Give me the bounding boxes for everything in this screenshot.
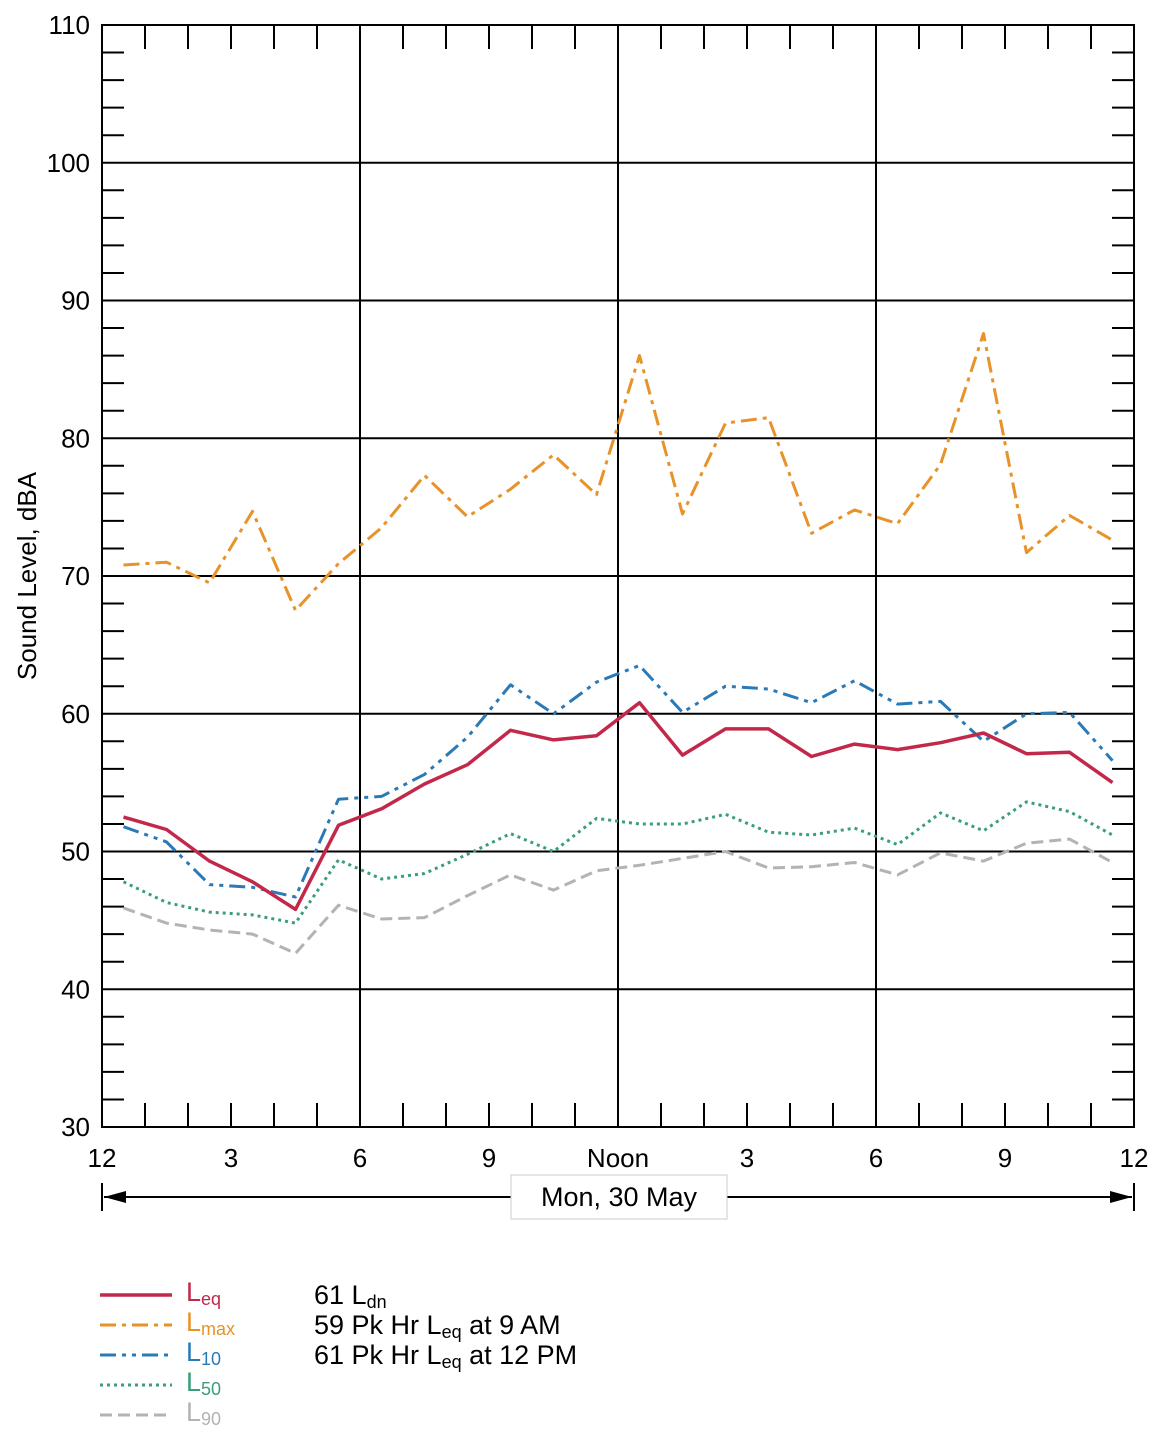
legend-label: L50: [186, 1368, 221, 1403]
x-tick-labels: 12 3 6 9 Noon 3 6 9 12: [88, 1143, 1149, 1173]
y-tick-label: 110: [49, 10, 90, 40]
date-range-label: Mon, 30 May: [541, 1182, 698, 1212]
y-tick-label: 70: [61, 561, 90, 591]
date-range-left-arrow: [104, 1191, 126, 1203]
y-tick-label: 30: [61, 1112, 90, 1142]
stat-peak-hour-12pm: 61 Pk Hr Leq at 12 PM: [314, 1340, 578, 1372]
y-tick-label: 80: [61, 423, 90, 453]
minor-ticks: [102, 25, 1134, 1127]
x-tick-label: 12: [88, 1143, 117, 1173]
legend-item-l50: L50: [100, 1368, 221, 1403]
y-tick-label: 40: [61, 974, 90, 1004]
legend-swatch: [100, 1293, 172, 1297]
series-line-leq: [123, 700, 1114, 912]
legend-label-base: L: [186, 1366, 202, 1397]
legend-label-sub: 50: [201, 1378, 222, 1399]
date-range-label-box: [510, 1174, 728, 1220]
legend-label-base: L: [186, 1396, 202, 1427]
legend-label: Leq: [186, 1278, 221, 1313]
legend-label: L10: [186, 1338, 221, 1373]
legend-label-base: L: [186, 1336, 202, 1367]
legend-item-l10: L10: [100, 1338, 221, 1373]
legend-label-base: L: [186, 1306, 202, 1337]
date-range-indicator: Mon, 30 May: [101, 1174, 1135, 1220]
legend-label-sub: 10: [201, 1348, 222, 1369]
series-line-l10: [123, 664, 1114, 899]
legend-label: L90: [186, 1398, 221, 1433]
y-tick-label: 100: [47, 148, 90, 178]
x-tick-label: 9: [482, 1143, 496, 1173]
x-tick-label: 6: [869, 1143, 883, 1173]
x-tick-label: 9: [998, 1143, 1012, 1173]
x-tick-label: 12: [1120, 1143, 1149, 1173]
sound-level-chart: 30 40 50 60 70 80 90 100 110 12 3 6 9 Noon 3 6 9 12 Soun…: [12, 10, 1149, 1220]
y-tick-labels: 30 40 50 60 70 80 90 100 110: [47, 10, 90, 1142]
legend-label-sub: eq: [201, 1288, 222, 1309]
legend-label-sub: 90: [201, 1408, 222, 1429]
series-layer: [122, 332, 1114, 955]
legend-swatch: [100, 1353, 172, 1357]
legend-swatch: [100, 1413, 172, 1417]
summary-stats: 61 Ldn 59 Pk Hr Leq at 9 AM 61 Pk Hr Leq…: [314, 1280, 578, 1372]
y-tick-label: 60: [61, 699, 90, 729]
date-range-right-arrow: [1110, 1191, 1132, 1203]
legend: Leq Lmax L10 L50 L90: [100, 1278, 800, 1433]
x-tick-label: Noon: [587, 1143, 649, 1173]
x-tick-label: 3: [740, 1143, 754, 1173]
legend-item-l90: L90: [100, 1398, 221, 1433]
legend-label-base: L: [186, 1276, 202, 1307]
legend-item-leq: Leq: [100, 1278, 221, 1313]
x-tick-label: 3: [224, 1143, 238, 1173]
grid-lines: [102, 25, 1134, 1127]
legend-label: Lmax: [186, 1308, 235, 1343]
y-axis-label: Sound Level, dBA: [12, 471, 42, 680]
series-line-lmax: [123, 332, 1114, 612]
y-tick-label: 90: [61, 286, 90, 316]
legend-label-sub: max: [201, 1318, 236, 1339]
series-line-l90: [123, 837, 1114, 955]
plot-frame: [101, 24, 1135, 1128]
series-line-l50: [122, 800, 1114, 925]
stat-ldn: 61 Ldn: [314, 1280, 387, 1312]
y-tick-label: 50: [61, 837, 90, 867]
legend-item-lmax: Lmax: [100, 1308, 235, 1343]
x-tick-label: 6: [353, 1143, 367, 1173]
stat-peak-hour-9am: 59 Pk Hr Leq at 9 AM: [314, 1310, 561, 1342]
legend-swatch: [100, 1383, 172, 1387]
legend-swatch: [100, 1323, 172, 1327]
